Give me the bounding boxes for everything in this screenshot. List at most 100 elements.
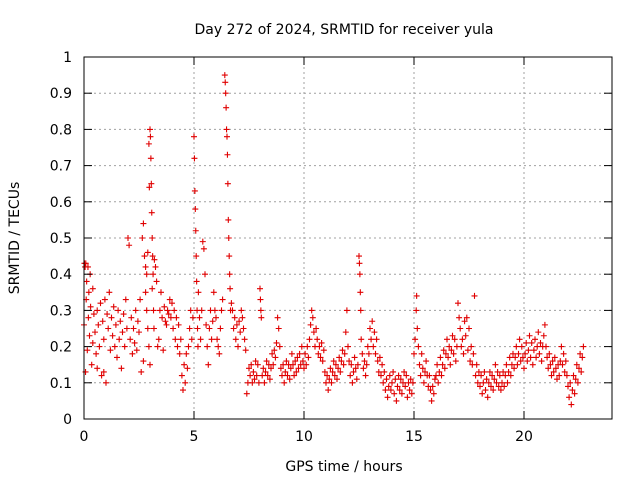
data-point bbox=[513, 343, 520, 350]
data-point bbox=[227, 285, 234, 292]
data-point bbox=[521, 365, 527, 372]
data-point bbox=[225, 216, 232, 223]
data-point bbox=[230, 325, 237, 332]
data-point bbox=[390, 368, 397, 375]
data-point bbox=[434, 361, 441, 368]
data-point bbox=[213, 314, 219, 321]
data-point bbox=[493, 379, 500, 386]
data-point bbox=[494, 368, 501, 375]
chart-title: Day 272 of 2024, SRMTID for receiver yul… bbox=[194, 22, 493, 38]
data-point bbox=[357, 289, 364, 296]
data-point bbox=[83, 278, 90, 285]
y-tick-label: 0.6 bbox=[50, 195, 72, 211]
data-point bbox=[504, 379, 511, 386]
data-point bbox=[132, 307, 139, 314]
data-point bbox=[441, 365, 448, 372]
data-point bbox=[192, 206, 199, 213]
data-point bbox=[381, 368, 388, 375]
data-point bbox=[85, 289, 92, 296]
data-point bbox=[186, 325, 193, 332]
data-point bbox=[508, 361, 515, 368]
data-point bbox=[194, 343, 201, 350]
data-point bbox=[117, 318, 124, 325]
data-point bbox=[463, 314, 470, 321]
data-point bbox=[269, 350, 276, 357]
data-point bbox=[308, 307, 315, 314]
data-point bbox=[310, 329, 317, 336]
data-point bbox=[552, 365, 559, 372]
data-point bbox=[411, 350, 417, 357]
data-point bbox=[181, 361, 188, 368]
data-point bbox=[226, 253, 233, 260]
data-point bbox=[374, 358, 381, 365]
data-point bbox=[294, 354, 301, 361]
data-point bbox=[414, 325, 421, 332]
data-point bbox=[335, 365, 342, 372]
data-point bbox=[530, 347, 537, 354]
data-point bbox=[288, 350, 295, 357]
data-point bbox=[286, 376, 293, 383]
data-point bbox=[535, 329, 542, 336]
data-point bbox=[426, 372, 433, 379]
data-point bbox=[318, 339, 325, 346]
data-point bbox=[253, 372, 260, 379]
data-point bbox=[370, 343, 377, 350]
data-point bbox=[161, 303, 168, 310]
data-point bbox=[402, 383, 409, 390]
data-point bbox=[560, 350, 567, 357]
data-point bbox=[229, 307, 236, 314]
data-point bbox=[506, 354, 513, 361]
data-point bbox=[171, 307, 178, 314]
data-point bbox=[233, 321, 240, 328]
x-tick-label: 15 bbox=[405, 429, 423, 445]
data-point bbox=[198, 307, 205, 314]
data-point bbox=[111, 343, 118, 350]
data-point bbox=[433, 372, 439, 379]
data-point bbox=[353, 376, 360, 383]
data-point bbox=[128, 314, 135, 321]
data-point bbox=[321, 368, 328, 375]
data-point bbox=[307, 321, 314, 328]
data-point bbox=[95, 321, 102, 328]
data-point bbox=[84, 347, 91, 354]
data-point bbox=[514, 361, 521, 368]
data-point bbox=[350, 368, 357, 375]
data-point bbox=[107, 347, 114, 354]
data-point bbox=[184, 365, 191, 372]
data-point bbox=[136, 329, 142, 336]
data-point bbox=[332, 361, 339, 368]
data-point bbox=[277, 365, 284, 372]
data-point bbox=[268, 365, 274, 372]
data-point bbox=[471, 292, 478, 299]
data-point bbox=[215, 343, 222, 350]
data-point bbox=[309, 314, 316, 321]
data-point bbox=[197, 336, 204, 343]
y-tick-label: 0 bbox=[63, 412, 72, 428]
data-point bbox=[339, 347, 346, 354]
data-point bbox=[345, 343, 351, 350]
data-point bbox=[237, 329, 244, 336]
data-point bbox=[368, 336, 375, 343]
data-point bbox=[242, 347, 249, 354]
data-point bbox=[93, 350, 100, 357]
data-point bbox=[554, 376, 560, 383]
data-point bbox=[104, 311, 111, 318]
data-point bbox=[94, 307, 101, 314]
data-point bbox=[266, 376, 273, 383]
data-point bbox=[148, 209, 155, 216]
data-point bbox=[547, 361, 554, 368]
data-point bbox=[356, 260, 363, 267]
data-point bbox=[103, 379, 109, 386]
data-point bbox=[183, 350, 190, 357]
x-tick-label: 5 bbox=[190, 429, 199, 445]
data-point bbox=[303, 361, 310, 368]
data-point bbox=[533, 354, 540, 361]
data-point bbox=[523, 339, 530, 346]
data-point bbox=[525, 347, 532, 354]
data-point bbox=[304, 343, 311, 350]
data-point bbox=[408, 390, 415, 397]
data-point bbox=[150, 307, 157, 314]
data-point bbox=[301, 365, 307, 372]
data-point bbox=[176, 350, 183, 357]
data-point bbox=[385, 383, 392, 390]
